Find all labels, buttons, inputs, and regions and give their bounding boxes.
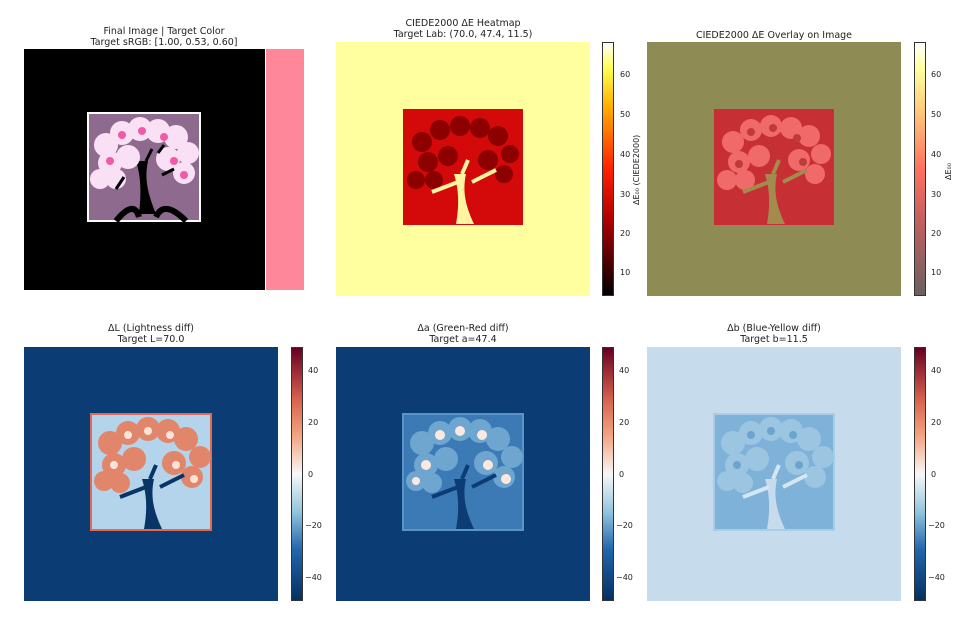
deltae-tick-30: 30 (620, 190, 631, 199)
overlay-colorbar-label: ΔE₀₀ (944, 163, 953, 180)
overlay-tick-50: 50 (931, 110, 942, 119)
dl-tick-40: 40 (308, 366, 319, 375)
dl-tick-neg40: −40 (305, 573, 322, 582)
overlay-tick-10: 10 (931, 268, 942, 277)
panel-heatmap-subtitle: Target Lab: (70.0, 47.4, 11.5) (393, 29, 533, 40)
delta-l-map (24, 347, 278, 601)
panel-final-title-line: Final Image | Target Color (103, 26, 225, 37)
da-tick-neg40: −40 (616, 573, 633, 582)
db-tick-neg40: −40 (928, 573, 945, 582)
deltae-overlay (647, 42, 901, 296)
db-tick-20: 20 (931, 418, 942, 427)
overlay-tick-40: 40 (931, 150, 942, 159)
overlay-tick-30: 30 (931, 190, 942, 199)
panel-final-subtitle: Target sRGB: [1.00, 0.53, 0.60] (90, 37, 238, 48)
da-tick-40: 40 (619, 366, 630, 375)
deltae-colorbar (602, 42, 614, 296)
panel-overlay-title: CIEDE2000 ΔE Overlay on Image (647, 30, 901, 41)
panel-db-title: Δb (Blue-Yellow diff) Target b=11.5 (647, 323, 901, 345)
panel-dl-title: ΔL (Lightness diff) Target L=70.0 (24, 323, 278, 345)
panel-da-title: Δa (Green-Red diff) Target a=47.4 (336, 323, 590, 345)
da-colorbar (602, 347, 614, 601)
deltae-colorbar-label: ΔE₀₀ (CIEDE2000) (632, 134, 641, 205)
target-color-swatch (266, 49, 304, 290)
da-tick-0: 0 (619, 470, 625, 479)
overlay-tick-60: 60 (931, 70, 942, 79)
da-tick-neg20: −20 (616, 521, 633, 530)
db-tick-neg20: −20 (928, 521, 945, 530)
panel-final-title: Final Image | Target Color Target sRGB: … (24, 26, 304, 48)
deltae-tick-40: 40 (620, 150, 631, 159)
panel-overlay-title-line: CIEDE2000 ΔE Overlay on Image (695, 30, 853, 41)
deltae-tick-60: 60 (620, 70, 631, 79)
deltae-tick-50: 50 (620, 110, 631, 119)
overlay-colorbar (914, 42, 926, 296)
panel-dl-subtitle: Target L=70.0 (117, 334, 185, 345)
dl-tick-neg20: −20 (305, 521, 322, 530)
dl-tick-0: 0 (308, 470, 314, 479)
da-tick-20: 20 (619, 418, 630, 427)
delta-b-map (647, 347, 901, 601)
dl-colorbar (291, 347, 303, 601)
db-colorbar (914, 347, 926, 601)
dl-tick-20: 20 (308, 418, 319, 427)
final-image (24, 49, 265, 290)
deltae-tick-20: 20 (620, 229, 631, 238)
panel-da-subtitle: Target a=47.4 (429, 334, 497, 345)
deltae-heatmap (336, 42, 590, 296)
panel-da-title-line: Δa (Green-Red diff) (417, 323, 509, 334)
overlay-tick-20: 20 (931, 229, 942, 238)
panel-dl-title-line: ΔL (Lightness diff) (108, 323, 194, 334)
db-tick-40: 40 (931, 366, 942, 375)
db-tick-0: 0 (931, 470, 937, 479)
deltae-tick-10: 10 (620, 268, 631, 277)
panel-heatmap-title: CIEDE2000 ΔE Heatmap Target Lab: (70.0, … (336, 18, 590, 40)
delta-a-map (336, 347, 590, 601)
panel-heatmap-title-line: CIEDE2000 ΔE Heatmap (405, 18, 521, 29)
panel-db-subtitle: Target b=11.5 (740, 334, 808, 345)
panel-db-title-line: Δb (Blue-Yellow diff) (727, 323, 821, 334)
